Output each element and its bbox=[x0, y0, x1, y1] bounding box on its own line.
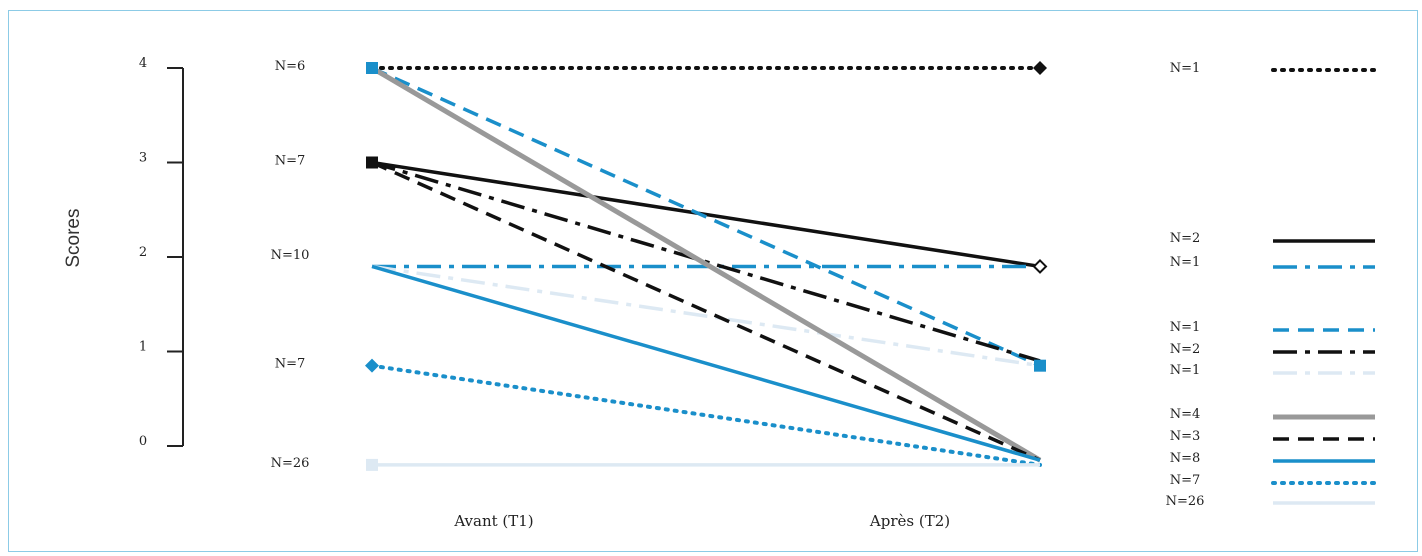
y-axis-label: Scores bbox=[63, 209, 84, 268]
chart-frame bbox=[8, 10, 1418, 552]
y-tick-label-2: 2 bbox=[139, 245, 147, 260]
legend-label-10: N=26 bbox=[1166, 494, 1205, 509]
series-marker-start-3 bbox=[366, 62, 378, 74]
series-marker-start-9 bbox=[365, 358, 379, 373]
legend-label-4: N=2 bbox=[1170, 342, 1201, 357]
legend-label-1: N=2 bbox=[1170, 231, 1201, 246]
legend-label-7: N=3 bbox=[1170, 429, 1201, 444]
start-group-label-0: N=6 bbox=[275, 59, 306, 74]
y-tick-label-4: 4 bbox=[139, 56, 147, 71]
end-marker-square-blue bbox=[1034, 359, 1046, 372]
start-group-label-3: N=7 bbox=[275, 357, 306, 372]
series-marker-end-0 bbox=[1033, 61, 1047, 75]
y-tick-label-0: 0 bbox=[139, 434, 147, 449]
series-line-5 bbox=[371, 264, 1041, 368]
legend-label-5: N=1 bbox=[1170, 363, 1201, 378]
series-line-7 bbox=[371, 160, 1041, 462]
series-line-3 bbox=[371, 66, 1041, 368]
start-group-label-2: N=10 bbox=[271, 248, 310, 263]
y-tick-label-3: 3 bbox=[139, 151, 147, 166]
series-line-9 bbox=[370, 363, 1042, 467]
series-marker-start-1 bbox=[366, 156, 378, 169]
y-tick-label-1: 1 bbox=[139, 340, 147, 355]
start-group-label-1: N=7 bbox=[275, 154, 306, 169]
series-line-6 bbox=[370, 65, 1042, 463]
legend-label-3: N=1 bbox=[1170, 320, 1201, 335]
x-label-t1: Avant (T1) bbox=[453, 512, 533, 530]
legend-label-2: N=1 bbox=[1170, 255, 1201, 270]
series-marker-start-10 bbox=[366, 458, 378, 471]
x-label-t2: Après (T2) bbox=[869, 512, 950, 530]
series-line-8 bbox=[371, 264, 1041, 462]
legend-label-6: N=4 bbox=[1170, 407, 1201, 422]
legend-label-9: N=7 bbox=[1170, 473, 1201, 488]
legend-label-0: N=1 bbox=[1170, 61, 1201, 76]
end-marker-diamond-open bbox=[1032, 259, 1048, 274]
legend-label-8: N=8 bbox=[1170, 451, 1201, 466]
start-group-label-4: N=26 bbox=[271, 456, 310, 471]
series-line-1 bbox=[371, 160, 1041, 269]
